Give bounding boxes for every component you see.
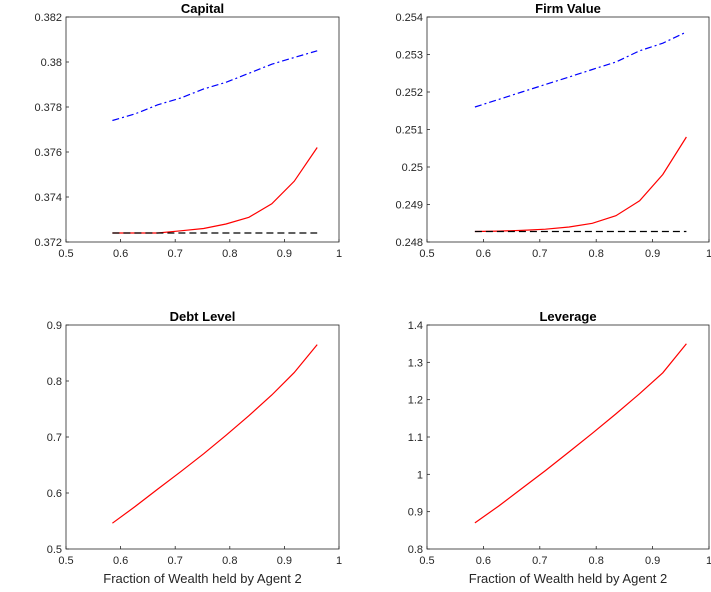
y-tick-label: 0.9: [408, 507, 423, 519]
x-axis-label: Fraction of Wealth held by Agent 2: [103, 571, 302, 586]
y-tick-label: 0.254: [395, 12, 423, 24]
y-tick-label: 1.3: [408, 357, 423, 369]
y-tick-label: 0.5: [47, 544, 62, 556]
x-tick-label: 0.6: [476, 248, 491, 260]
y-tick-label: 0.8: [408, 544, 423, 556]
x-tick-label: 0.7: [168, 248, 183, 260]
y-tick-label: 0.9: [47, 320, 62, 332]
chart-title: Capital: [181, 1, 224, 16]
chart-title: Debt Level: [170, 309, 236, 324]
y-tick-label: 1.1: [408, 432, 423, 444]
chart-title: Firm Value: [535, 1, 601, 16]
series-line-1: [112, 50, 318, 122]
series-line-2: [474, 136, 687, 233]
x-tick-label: 0.8: [589, 555, 604, 567]
x-tick-label: 1: [706, 555, 711, 567]
x-tick-label: 0.6: [113, 555, 128, 567]
x-tick-label: 0.8: [222, 555, 237, 567]
chart-panel-1: 0.5 0.6 0.7 0.8 0.9 1 0.372 0.374 0.376 0.378 0.38…: [34, 1, 342, 260]
x-tick-label: 0.5: [58, 248, 73, 260]
chart-panel-3: 0.5 0.6 0.7 0.8 0.9 1 0.5 0.6 0.7 0.8 0.9 Debt Leve…: [47, 309, 342, 586]
y-tick-label: 0.38: [41, 57, 62, 69]
x-axis-label: Fraction of Wealth held by Agent 2: [469, 571, 668, 586]
series-line-1: [474, 31, 687, 108]
x-tick-label: 0.9: [277, 555, 292, 567]
y-tick-label: 0.382: [34, 12, 62, 24]
x-tick-label: 1: [706, 248, 711, 260]
x-tick-label: 0.7: [168, 555, 183, 567]
x-tick-label: 1: [336, 555, 342, 567]
y-tick-label: 0.6: [47, 488, 62, 500]
axes-box: [65, 16, 340, 243]
chart-panel-4: 0.5 0.6 0.7 0.8 0.9 1 0.8 0.9 1 1.1 1.2 1.3 1.4 Lever…: [408, 309, 711, 586]
y-tick-label: 0.249: [395, 200, 423, 212]
x-tick-label: 0.8: [589, 248, 604, 260]
x-tick-label: 0.9: [645, 248, 660, 260]
x-tick-label: 0.5: [419, 555, 434, 567]
chart-title: Leverage: [539, 309, 596, 324]
x-tick-label: 1: [336, 248, 342, 260]
y-tick-label: 0.252: [395, 87, 423, 99]
y-tick-label: 0.7: [47, 432, 62, 444]
axes-box: [426, 324, 710, 550]
series-line-1: [112, 344, 318, 524]
axes-box: [65, 324, 340, 550]
x-tick-label: 0.5: [58, 555, 73, 567]
y-tick-label: 0.372: [34, 237, 62, 249]
y-tick-label: 0.378: [34, 102, 62, 114]
y-tick-label: 0.374: [34, 192, 62, 204]
axes-box: [426, 16, 710, 243]
y-tick-label: 0.251: [395, 125, 423, 137]
x-tick-label: 0.6: [113, 248, 128, 260]
y-tick-label: 1.4: [408, 320, 423, 332]
x-tick-label: 0.8: [222, 248, 237, 260]
x-tick-label: 0.9: [277, 248, 292, 260]
x-tick-label: 0.7: [532, 555, 547, 567]
y-tick-label: 0.376: [34, 147, 62, 159]
y-tick-label: 1: [417, 469, 423, 481]
series-line-2: [112, 147, 318, 234]
y-tick-label: 0.248: [395, 237, 423, 249]
x-tick-label: 0.7: [532, 248, 547, 260]
y-tick-label: 0.8: [47, 376, 62, 388]
y-tick-label: 0.253: [395, 50, 423, 62]
x-tick-label: 0.5: [419, 248, 434, 260]
x-tick-label: 0.6: [476, 555, 491, 567]
y-tick-label: 1.2: [408, 395, 423, 407]
y-tick-label: 0.25: [402, 162, 423, 174]
x-tick-label: 0.9: [645, 555, 660, 567]
series-line-1: [474, 343, 687, 524]
chart-panel-2: 0.5 0.6 0.7 0.8 0.9 1 0.248 0.249 0.25 0.251 0.252…: [395, 1, 711, 260]
